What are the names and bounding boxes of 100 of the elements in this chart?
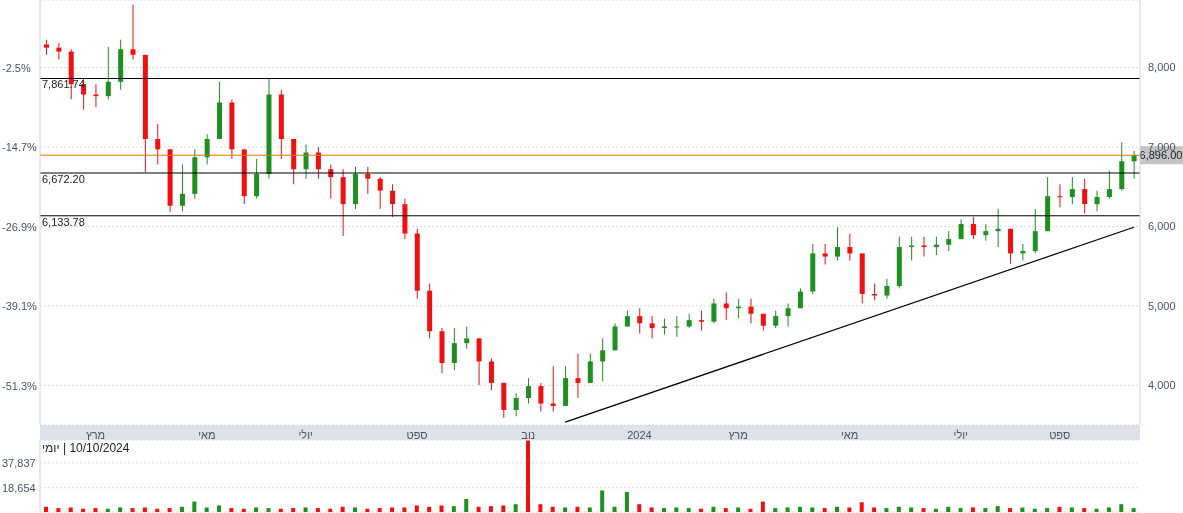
- bar: [847, 507, 852, 512]
- bar: [130, 508, 135, 512]
- x-tick-label: ספט: [406, 428, 428, 441]
- ref-line-label: 6,133.78: [42, 215, 85, 228]
- bar: [637, 504, 642, 512]
- bar: [612, 506, 617, 512]
- bar: [624, 491, 629, 512]
- bar: [970, 507, 975, 512]
- bar: [1094, 508, 1099, 512]
- bar: [427, 506, 432, 512]
- candlestick: [835, 226, 841, 262]
- x-tick-label: מרץ: [728, 428, 748, 441]
- bar: [155, 508, 160, 512]
- y-tick-label: 4,000: [1148, 379, 1176, 392]
- bar: [1008, 508, 1013, 512]
- x-tick-label: מאי: [840, 428, 859, 441]
- bar: [983, 508, 988, 512]
- y-tick-label: 6,000: [1148, 220, 1176, 233]
- bar: [229, 508, 234, 512]
- bar: [167, 508, 172, 512]
- candlestick: [56, 42, 62, 61]
- candlestick: [538, 382, 544, 412]
- bar: [56, 508, 61, 512]
- bar: [822, 508, 827, 512]
- bar: [365, 508, 370, 512]
- bar: [699, 508, 704, 512]
- candlestick: [130, 4, 136, 61]
- candlestick: [587, 353, 593, 384]
- y2-tick-label: -51.3%: [2, 379, 38, 392]
- bar: [600, 490, 605, 512]
- bar: [303, 507, 308, 512]
- y-tick-label: 5,000: [1148, 299, 1176, 312]
- candlestick: [254, 158, 260, 200]
- bar: [179, 506, 184, 512]
- bar: [760, 501, 765, 512]
- y2-tick-label: -26.9%: [2, 220, 38, 233]
- bar: [328, 508, 333, 512]
- candlestick: [1082, 178, 1088, 215]
- bar: [1082, 508, 1087, 512]
- bar: [142, 507, 147, 512]
- bar: [773, 508, 778, 512]
- bar: [587, 507, 592, 512]
- candlestick: [390, 183, 396, 218]
- candlestick: [946, 230, 952, 252]
- bar: [377, 508, 382, 512]
- candlestick: [179, 163, 185, 212]
- bar: [291, 508, 296, 512]
- bar: [501, 505, 506, 512]
- candlestick: [674, 315, 680, 338]
- bar: [674, 507, 679, 512]
- bar: [958, 508, 963, 512]
- bar: [538, 504, 543, 512]
- candlestick: [612, 322, 618, 351]
- bar: [315, 508, 320, 512]
- bar: [81, 508, 86, 512]
- ref-line-label: 6,672.20: [42, 172, 85, 185]
- candlestick: [1069, 176, 1075, 205]
- bar: [254, 507, 259, 512]
- bar: [575, 506, 580, 512]
- y-tick-label: 37,837: [2, 456, 36, 469]
- candlestick: [204, 133, 210, 165]
- bar: [723, 508, 728, 512]
- candlestick: [365, 166, 371, 195]
- bar: [526, 440, 531, 512]
- bar: [105, 508, 110, 512]
- candlestick: [921, 236, 927, 258]
- bar: [859, 502, 864, 512]
- y2-tick-label: -2.5%: [2, 61, 31, 74]
- candlestick: [649, 315, 655, 339]
- bar: [1106, 507, 1111, 512]
- annotation: 10/10/2024 | יומי: [42, 441, 130, 455]
- bar: [946, 506, 951, 512]
- candlestick: [513, 392, 519, 417]
- bar: [352, 507, 357, 512]
- candlestick: [451, 327, 457, 371]
- candlestick: [748, 298, 754, 324]
- bar: [1032, 508, 1037, 512]
- bar: [1020, 507, 1025, 512]
- candlestick: [909, 236, 915, 262]
- bar: [488, 506, 493, 512]
- bar: [563, 507, 568, 512]
- candlestick: [785, 302, 791, 327]
- candlestick: [1094, 190, 1100, 212]
- bar: [266, 508, 271, 512]
- bar: [192, 501, 197, 512]
- bar: [390, 507, 395, 512]
- bar: [340, 506, 345, 512]
- y2-tick-label: -39.1%: [2, 300, 38, 313]
- bar: [661, 508, 666, 512]
- candlestick: [822, 243, 828, 266]
- candlestick: [315, 146, 321, 180]
- bar: [278, 508, 283, 512]
- bar: [1119, 504, 1124, 512]
- x-tick-label: 2024: [627, 428, 652, 441]
- bar: [1057, 506, 1062, 512]
- candlestick: [1057, 183, 1063, 208]
- candlestick: [1032, 208, 1038, 254]
- bar: [464, 499, 469, 512]
- candlestick: [637, 307, 643, 335]
- bar: [933, 508, 938, 512]
